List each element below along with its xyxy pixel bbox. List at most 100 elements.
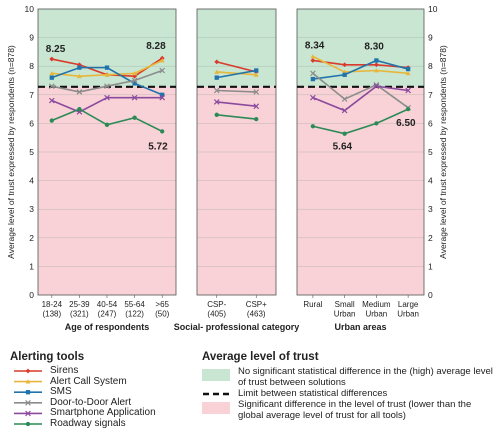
x-tick-label: Rural xyxy=(303,300,322,309)
legend-marker-0 xyxy=(25,368,31,374)
legend-item-label: Roadway signals xyxy=(50,418,126,429)
legend-marker-5 xyxy=(25,421,31,427)
pink-zone xyxy=(297,86,424,296)
data-point xyxy=(253,72,259,77)
legend-marker-2 xyxy=(25,390,31,395)
data-point xyxy=(213,87,220,94)
data-label: 5.64 xyxy=(333,142,353,153)
x-tick-label: (247) xyxy=(98,310,117,319)
legend-item-label: Smartphone Application xyxy=(50,407,156,419)
x-tick-label: 55-64 xyxy=(124,300,145,309)
data-point xyxy=(25,379,31,384)
x-tick-label: Urban xyxy=(365,310,387,319)
data-point xyxy=(213,99,220,105)
data-point xyxy=(373,62,379,68)
y-tick-label-right: 6 xyxy=(428,118,433,128)
data-point xyxy=(132,70,137,76)
data-point xyxy=(373,83,380,90)
data-point xyxy=(341,96,348,102)
y-tick-label-left: 7 xyxy=(29,90,34,100)
data-point xyxy=(341,107,348,114)
data-point xyxy=(25,399,31,406)
y-tick-label-left: 2 xyxy=(29,233,34,243)
series-line-sirens xyxy=(312,59,409,69)
data-point xyxy=(405,87,411,94)
data-point xyxy=(214,75,219,80)
data-label: 8.34 xyxy=(305,40,325,51)
data-point xyxy=(49,75,54,80)
x-stroke xyxy=(48,97,55,104)
x-stroke xyxy=(310,70,316,77)
data-point xyxy=(159,67,166,74)
data-point xyxy=(49,70,55,76)
data-point xyxy=(76,89,83,95)
x-tick-label: 18-24 xyxy=(42,300,63,309)
data-point xyxy=(48,83,55,90)
panel-frame xyxy=(196,8,277,296)
trust-level-legend: Average level of trust No significant st… xyxy=(200,351,498,437)
x-stroke xyxy=(213,99,220,105)
panel-title: Urban areas xyxy=(334,322,386,332)
x-stroke xyxy=(341,107,348,114)
legend-marker-3 xyxy=(25,399,31,406)
panel-0: 18-24(138) 25-39(321) 40-54(247) 55-64(122)… xyxy=(37,8,177,332)
x-stroke xyxy=(213,87,220,94)
x-stroke xyxy=(48,83,55,90)
data-point xyxy=(405,106,411,112)
panel-title: Social- professional category xyxy=(174,322,300,332)
y-tick-label-right: 4 xyxy=(428,176,433,186)
alerting-tools-swatches xyxy=(14,368,42,427)
data-point xyxy=(160,129,165,134)
data-point xyxy=(77,65,82,70)
panel-title: Age of respondents xyxy=(65,322,150,332)
series-line-alert-call-system xyxy=(312,55,409,75)
x-stroke xyxy=(131,94,138,101)
data-point xyxy=(214,69,220,74)
data-point xyxy=(253,89,260,95)
data-point xyxy=(25,368,31,374)
data-point xyxy=(104,94,110,101)
series-line-sirens xyxy=(216,61,257,73)
panel-frame xyxy=(296,8,425,296)
alerting-tools-legend: Alerting tools Sirens Alert Call System SM… xyxy=(8,351,198,437)
x-tick-label: (321) xyxy=(70,310,89,319)
dash-swatch xyxy=(203,392,231,396)
x-stroke xyxy=(131,77,138,84)
x-tick-label: CSP- xyxy=(207,300,226,309)
dash-label: Limit between statistical differences xyxy=(238,388,388,399)
legend-item-label: Sirens xyxy=(50,365,79,376)
trust-level-title: Average level of trust xyxy=(202,351,319,363)
y-axis-label-left: Average level of trust expressed by resp… xyxy=(6,45,16,259)
x-stroke xyxy=(373,83,380,90)
y-tick-label-left: 10 xyxy=(25,4,35,14)
data-point xyxy=(342,62,348,68)
y-axis-label-right: Average level of trust expressed by resp… xyxy=(438,45,448,259)
x-tick-label: Medium xyxy=(362,300,391,309)
data-point xyxy=(310,70,316,77)
y-tick-label-left: 5 xyxy=(29,147,34,157)
x-stroke xyxy=(76,89,83,95)
y-tick-label-right: 9 xyxy=(428,33,433,43)
y-tick-label-left: 3 xyxy=(29,204,34,214)
legend-item-label: Alert Call System xyxy=(50,375,127,387)
trust-line-chart: 18-24(138) 25-39(321) 40-54(247) 55-64(122)… xyxy=(6,4,448,332)
series-line-door-to-door-alert xyxy=(216,89,257,93)
y-tick-label-right: 2 xyxy=(428,233,433,243)
green-zone xyxy=(197,9,276,87)
data-point xyxy=(25,390,31,395)
data-point xyxy=(310,54,316,59)
x-stroke xyxy=(104,83,110,90)
pink-zone xyxy=(38,86,176,296)
data-point xyxy=(131,77,138,84)
data-point xyxy=(374,121,379,126)
y-tick-label-right: 10 xyxy=(428,4,438,14)
x-tick-label: Small xyxy=(335,300,355,309)
x-stroke xyxy=(159,67,166,74)
legend-item-label: Door-to-Door Alert xyxy=(50,396,132,408)
series-line-smartphone-application xyxy=(216,101,257,108)
data-point xyxy=(104,72,110,77)
alerting-tools-title: Alerting tools xyxy=(10,351,85,363)
data-label: 8.30 xyxy=(364,41,384,52)
y-tick-label-left: 4 xyxy=(29,176,34,186)
